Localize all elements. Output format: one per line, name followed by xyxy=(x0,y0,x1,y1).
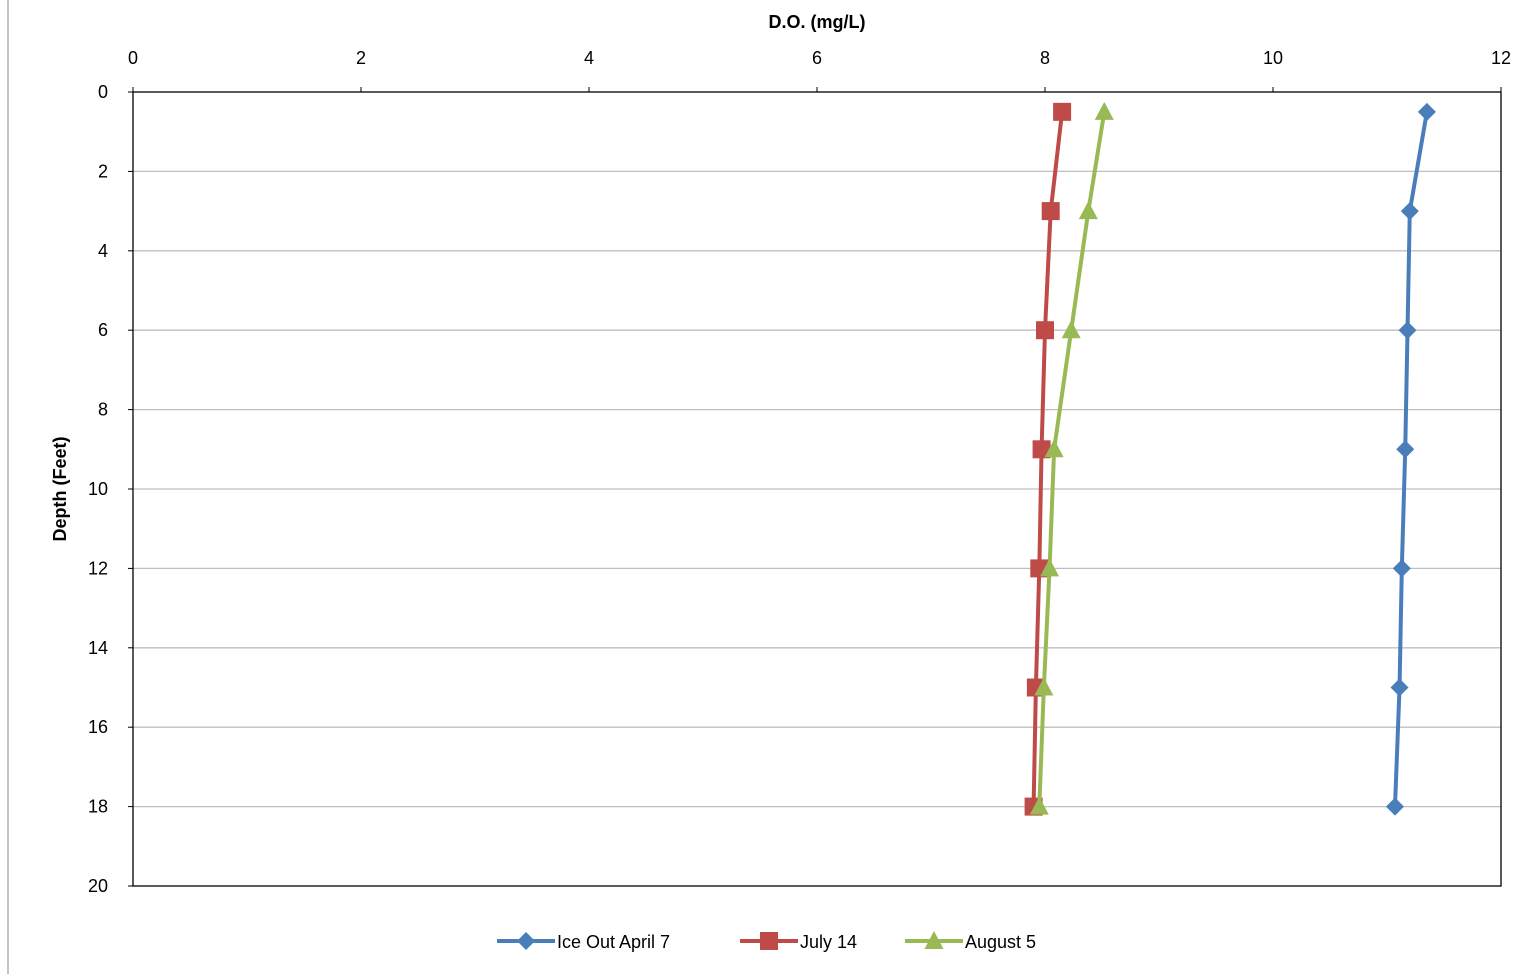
y-tick-label: 16 xyxy=(88,717,108,737)
x-tick-label: 10 xyxy=(1263,48,1283,68)
data-point-august-5 xyxy=(1040,558,1060,577)
data-point-ice-out-april-7 xyxy=(1400,202,1419,221)
data-point-july-14 xyxy=(1053,102,1072,121)
data-point-july-14 xyxy=(1041,202,1060,221)
y-tick-label: 12 xyxy=(88,558,108,578)
data-point-august-5 xyxy=(1029,796,1049,815)
data-point-july-14 xyxy=(1032,440,1051,459)
legend-item-july-14: July 14 xyxy=(740,932,857,952)
legend-item-august-5: August 5 xyxy=(905,931,1036,952)
y-tick-label: 20 xyxy=(88,876,108,896)
series-july-14 xyxy=(1024,102,1072,816)
x-tick-label: 6 xyxy=(812,48,822,68)
y-tick-label: 10 xyxy=(88,479,108,499)
series-group xyxy=(1024,101,1436,816)
data-point-august-5 xyxy=(1078,201,1098,220)
y-tick-label: 0 xyxy=(98,82,108,102)
data-point-ice-out-april-7 xyxy=(1392,559,1411,578)
legend-marker xyxy=(924,931,944,949)
y-tick-label: 8 xyxy=(98,400,108,420)
x-axis-ticks: 0 2 4 6 8 10 12 xyxy=(128,48,1511,92)
data-point-august-5 xyxy=(1044,439,1064,458)
x-tick-label: 12 xyxy=(1491,48,1511,68)
data-point-ice-out-april-7 xyxy=(1396,440,1415,459)
data-point-ice-out-april-7 xyxy=(1417,102,1436,121)
y-tick-label: 6 xyxy=(98,320,108,340)
x-tick-label: 8 xyxy=(1040,48,1050,68)
x-tick-label: 2 xyxy=(356,48,366,68)
x-tick-label: 0 xyxy=(128,48,138,68)
legend-label: July 14 xyxy=(800,932,857,952)
legend-item-ice-out-april-7: Ice Out April 7 xyxy=(497,932,670,952)
y-tick-label: 18 xyxy=(88,797,108,817)
series-ice-out-april-7 xyxy=(1385,102,1436,816)
data-point-ice-out-april-7 xyxy=(1398,321,1417,340)
legend: Ice Out April 7 July 14 August 5 xyxy=(497,931,1036,952)
legend-label: Ice Out April 7 xyxy=(557,932,670,952)
x-tick-label: 4 xyxy=(584,48,594,68)
data-point-ice-out-april-7 xyxy=(1390,678,1409,697)
data-point-august-5 xyxy=(1061,320,1081,339)
data-point-august-5 xyxy=(1094,101,1114,120)
data-point-july-14 xyxy=(1036,321,1054,340)
y-tick-label: 14 xyxy=(88,638,108,658)
y-tick-label: 4 xyxy=(98,241,108,261)
data-point-august-5 xyxy=(1034,677,1054,696)
data-point-ice-out-april-7 xyxy=(1385,797,1404,816)
y-axis-ticks: 0 2 4 6 8 10 12 14 16 18 20 xyxy=(88,82,133,896)
y-tick-label: 2 xyxy=(98,161,108,181)
y-axis-title: Depth (Feet) xyxy=(50,437,70,542)
legend-label: August 5 xyxy=(965,932,1036,952)
legend-marker xyxy=(517,932,535,950)
grid xyxy=(133,170,1501,808)
x-axis-title: D.O. (mg/L) xyxy=(769,12,866,32)
legend-marker xyxy=(760,932,778,950)
series-august-5 xyxy=(1029,101,1114,815)
